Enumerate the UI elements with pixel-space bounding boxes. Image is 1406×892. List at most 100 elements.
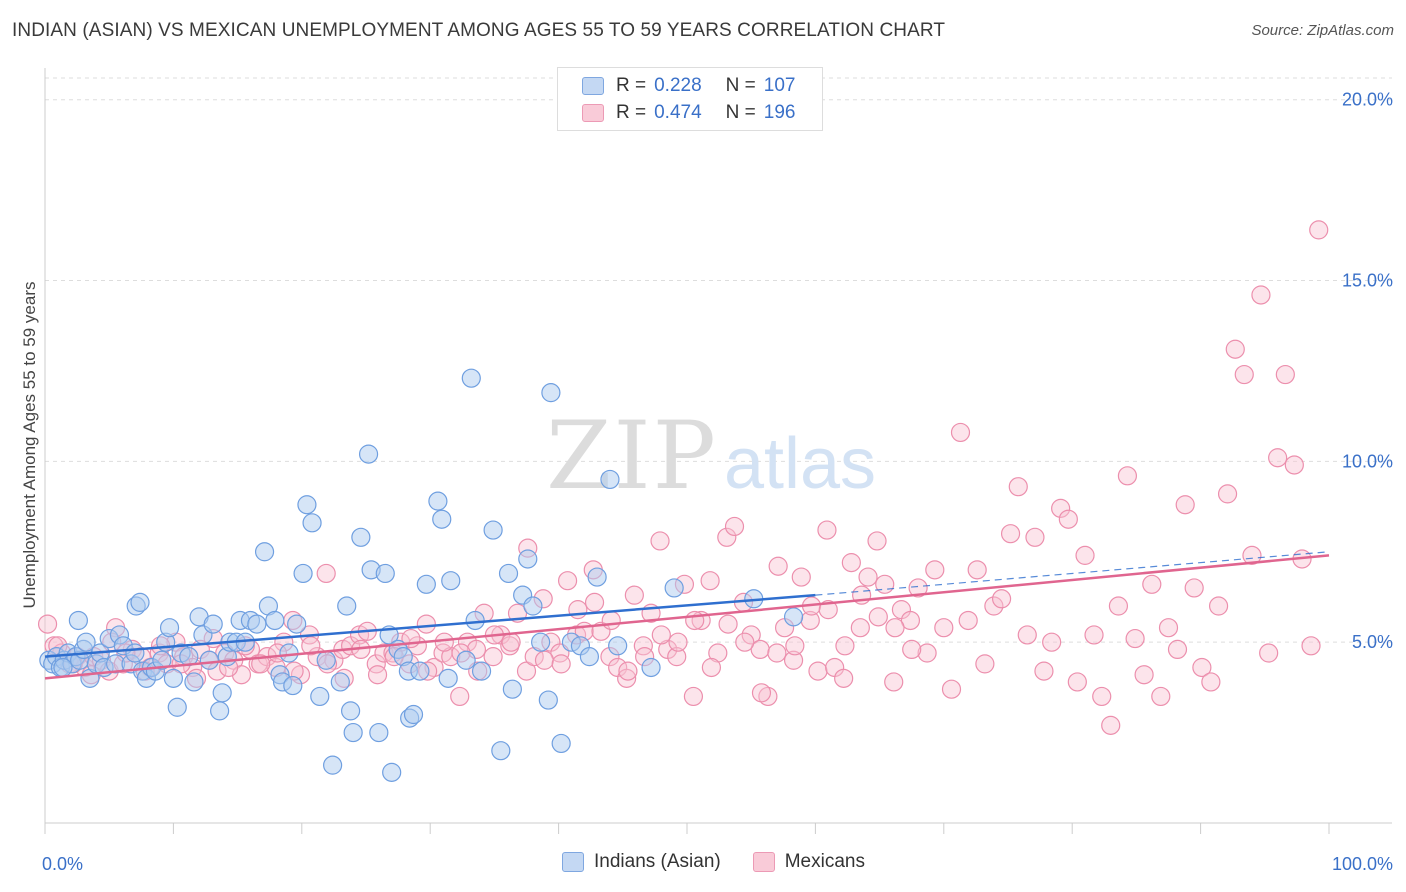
- x-tick-label: 100.0%: [1332, 854, 1393, 874]
- data-point-mexicans: [617, 668, 637, 688]
- legend-item-mexicans[interactable]: Mexicans: [752, 851, 865, 873]
- data-point-mexicans: [785, 636, 805, 656]
- data-point-indians: [152, 650, 172, 670]
- data-point-indians: [76, 632, 96, 652]
- data-point-mexicans: [1142, 574, 1162, 594]
- data-point-mexicans: [1201, 672, 1221, 692]
- data-point-indians: [641, 657, 661, 678]
- data-point-mexicans: [1284, 455, 1304, 475]
- watermark-atlas: atlas: [724, 424, 876, 504]
- legend-row-indians: R = 0.228 N = 107: [582, 74, 795, 98]
- data-point-mexicans: [624, 585, 644, 605]
- data-point-indians: [343, 722, 363, 743]
- data-point-indians: [53, 657, 73, 678]
- legend-swatch-blue: [582, 77, 604, 95]
- data-point-indians: [538, 690, 558, 710]
- data-point-mexicans: [1234, 364, 1254, 385]
- legend-r-label: R =: [616, 102, 647, 123]
- data-point-mexicans: [1101, 715, 1121, 735]
- data-point-mexicans: [717, 527, 737, 547]
- data-point-mexicans: [841, 553, 861, 573]
- trend-line-indians-extrapolated: [815, 551, 1330, 596]
- legend-label-indians: Indians (Asian): [594, 851, 721, 872]
- data-point-mexicans: [724, 516, 745, 537]
- data-point-mexicans: [1092, 686, 1112, 707]
- data-point-mexicans: [601, 610, 621, 631]
- data-point-mexicans: [1301, 636, 1321, 656]
- chart-title: INDIAN (ASIAN) VS MEXICAN UNEMPLOYMENT A…: [12, 20, 946, 41]
- data-point-mexicans: [1151, 686, 1171, 707]
- data-point-indians: [358, 444, 379, 464]
- data-point-mexicans: [301, 636, 321, 656]
- data-point-mexicans: [818, 600, 838, 620]
- data-point-mexicans: [967, 560, 987, 580]
- data-point-mexicans: [1067, 672, 1087, 692]
- data-point-mexicans: [584, 592, 605, 612]
- data-point-mexicans: [1051, 498, 1071, 518]
- data-point-mexicans: [1158, 618, 1179, 638]
- data-point-indians: [130, 592, 150, 612]
- data-point-mexicans: [908, 578, 928, 598]
- data-point-mexicans: [834, 668, 854, 688]
- watermark: ZIP atlas: [546, 402, 876, 511]
- data-point-mexicans: [557, 571, 578, 591]
- data-point-mexicans: [251, 654, 271, 674]
- series-legend: Indians (Asian) Mexicans: [562, 851, 897, 873]
- data-point-mexicans: [925, 560, 945, 580]
- data-point-mexicans: [1008, 477, 1028, 497]
- data-point-mexicans: [1175, 495, 1195, 515]
- data-point-mexicans: [1217, 484, 1238, 504]
- data-point-mexicans: [902, 639, 922, 660]
- axes: [44, 68, 1392, 834]
- data-point-mexicans: [1058, 509, 1078, 529]
- data-point-indians: [337, 596, 357, 616]
- data-point-mexicans: [534, 650, 555, 670]
- data-point-indians: [456, 650, 476, 670]
- data-point-indians: [783, 607, 804, 627]
- source-label: Source: ZipAtlas.com: [1251, 22, 1394, 39]
- tick-labels: 5.0% 10.0% 15.0% 20.0% 0.0% 100.0%: [42, 90, 1393, 874]
- data-point-indians: [199, 650, 219, 670]
- data-point-mexicans: [1192, 657, 1212, 678]
- data-point-indians: [125, 643, 145, 663]
- data-point-indians: [302, 513, 322, 533]
- data-point-mexicans: [741, 625, 761, 645]
- mexicans-points: [37, 220, 1329, 735]
- legend-n-value: 196: [763, 102, 796, 123]
- data-point-indians: [159, 618, 180, 638]
- data-point-mexicans: [1309, 220, 1329, 240]
- legend-r-value: 0.228: [654, 75, 702, 96]
- data-point-indians: [410, 661, 430, 681]
- data-point-mexicans: [858, 567, 878, 587]
- data-point-mexicans: [991, 589, 1012, 609]
- data-point-indians: [203, 614, 223, 634]
- data-point-indians: [316, 650, 336, 670]
- data-point-indians: [461, 368, 481, 388]
- data-point-mexicans: [1268, 448, 1288, 468]
- legend-item-indians[interactable]: Indians (Asian): [562, 851, 721, 873]
- grid-lines: [45, 77, 1392, 643]
- data-point-indians: [471, 661, 492, 681]
- data-point-indians: [163, 668, 183, 688]
- data-point-mexicans: [551, 654, 571, 674]
- data-point-indians: [382, 762, 402, 782]
- legend-n-label: N =: [725, 75, 756, 96]
- data-point-mexicans: [651, 625, 671, 645]
- legend-swatch-pink: [582, 104, 604, 122]
- data-point-mexicans: [37, 614, 58, 634]
- data-point-mexicans: [950, 422, 971, 443]
- data-point-indians: [441, 571, 461, 591]
- data-point-indians: [287, 614, 307, 634]
- data-point-mexicans: [934, 618, 954, 638]
- data-point-mexicans: [1184, 578, 1204, 598]
- data-point-mexicans: [958, 610, 978, 631]
- data-point-indians: [600, 469, 620, 490]
- data-point-mexicans: [668, 632, 688, 652]
- data-point-mexicans: [568, 600, 588, 620]
- data-point-indians: [167, 697, 187, 717]
- data-point-mexicans: [1275, 364, 1295, 385]
- legend-swatch-blue: [562, 852, 584, 872]
- data-point-indians: [212, 683, 232, 703]
- data-point-mexicans: [884, 672, 904, 692]
